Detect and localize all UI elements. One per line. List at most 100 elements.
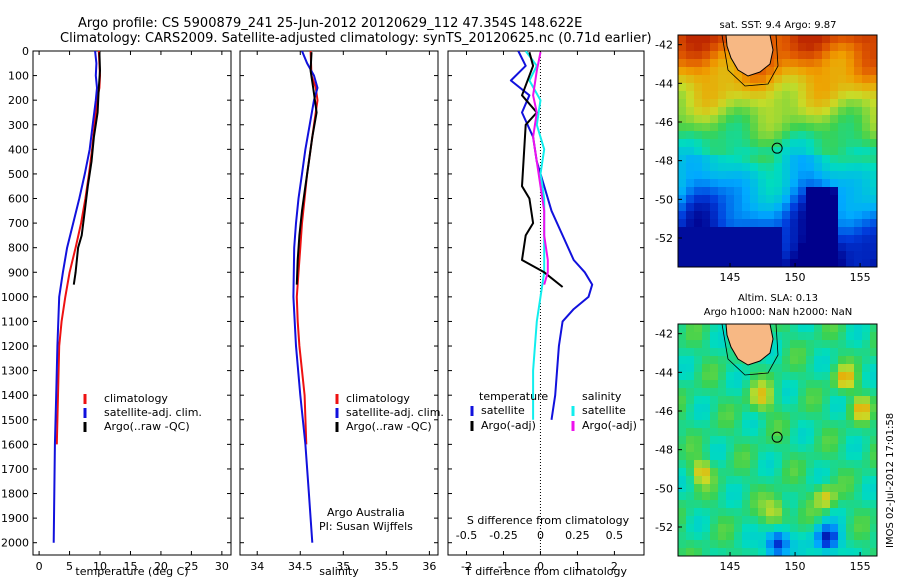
sst-map-cell [750, 163, 759, 172]
sst-map-cell [718, 99, 727, 108]
difference-panel [447, 50, 645, 556]
sla-map-cell [814, 324, 823, 333]
sst-map-cell [758, 83, 767, 92]
sst-map-cell [862, 171, 871, 180]
sst-map-cell [678, 91, 687, 100]
sst-map-cell [726, 251, 735, 260]
sla-map-cell [830, 476, 839, 485]
sla-map-cell [862, 396, 871, 405]
sla-map-cell [806, 484, 815, 493]
sla-map-cell [862, 348, 871, 357]
sst-map-cell [814, 227, 823, 236]
sst-map-cell [726, 91, 735, 100]
sla-map-cell [694, 396, 703, 405]
sst-map-cell [822, 123, 831, 132]
sla-map-cell [710, 452, 719, 461]
sst-map-cell [734, 203, 743, 212]
sst-map-cell [862, 155, 871, 164]
sla-map-cell [710, 484, 719, 493]
sst-map-cell [830, 91, 839, 100]
sla-map-cell [694, 380, 703, 389]
sla-map-cell [798, 476, 807, 485]
sst-map-cell [742, 259, 751, 267]
sst-map-cell [678, 227, 687, 236]
sla-map-cell [758, 532, 767, 541]
sla-map-cell [822, 460, 831, 469]
sst-map-cell [686, 107, 695, 116]
sst-map-cell [798, 91, 807, 100]
sla-map-cell [846, 404, 855, 413]
sst-map-cell [734, 243, 743, 252]
sla-map-cell [678, 460, 687, 469]
sla-map-cell [870, 548, 877, 556]
difference-legend: temperature salinity satellite Argo(-adj… [470, 390, 637, 432]
sla-map-cell [678, 372, 687, 381]
temperature-ytick-label: 1600 [1, 438, 29, 451]
sla-map-cell [734, 500, 743, 509]
sla-map-cell [862, 380, 871, 389]
sst-map-cell [822, 227, 831, 236]
sla-map-cell [830, 540, 839, 549]
sst-map-cell [854, 187, 863, 196]
sst-map-cell [774, 243, 783, 252]
sla-map-cell [686, 332, 695, 341]
sst-map-cell [766, 115, 775, 124]
sla-map-cell [750, 372, 759, 381]
sla-map-cell [814, 428, 823, 437]
sla-map-cell [710, 404, 719, 413]
sst-map-cell [686, 211, 695, 220]
sla-map-cell [838, 436, 847, 445]
sst-map-cell [678, 187, 687, 196]
sla-map-cell [734, 516, 743, 525]
sla-map-xtick-label: 155 [850, 560, 871, 573]
sla-map-cell [726, 476, 735, 485]
sla-map-cell [702, 332, 711, 341]
sla-map-cell [766, 524, 775, 533]
sst-map-cell [854, 51, 863, 60]
sst-map-cell [742, 195, 751, 204]
sst-map-cell [798, 235, 807, 244]
sla-map-cell [718, 524, 727, 533]
sst-map-cell [814, 195, 823, 204]
sla-map-cell [774, 508, 783, 517]
sla-map-cell [790, 444, 799, 453]
sst-map-cell [734, 195, 743, 204]
sla-map-cell [750, 444, 759, 453]
sla-map-title: Altim. SLA: 0.13 [738, 293, 818, 304]
sst-map-cell [734, 235, 743, 244]
sla-map-cell [734, 532, 743, 541]
sla-map-cell [686, 484, 695, 493]
sla-map-cell [862, 500, 871, 509]
sst-map-cell [814, 211, 823, 220]
sla-map-cell [742, 548, 751, 556]
sla-map-cell [742, 452, 751, 461]
sst-map-cell [758, 115, 767, 124]
sst-map-cell [790, 75, 799, 84]
sla-map-cell [710, 436, 719, 445]
sla-map-cell [806, 324, 815, 333]
sst-map-cell [718, 123, 727, 132]
sla-map-cell [742, 484, 751, 493]
sst-map-cell [774, 123, 783, 132]
sla-map-cell [798, 436, 807, 445]
sst-map-cell [830, 155, 839, 164]
sla-map-cell [814, 508, 823, 517]
sst-map-cell [798, 179, 807, 188]
sst-map-cell [710, 227, 719, 236]
sst-map-cell [718, 115, 727, 124]
sla-map-cell [718, 324, 727, 333]
sla-map-cell [870, 468, 877, 477]
sla-map-cell [694, 324, 703, 333]
sla-map-cell [734, 476, 743, 485]
sla-map-cell [710, 548, 719, 556]
sst-map-cell [838, 155, 847, 164]
sla-map-cell [742, 508, 751, 517]
sst-map-cell [790, 251, 799, 260]
sla-map-cell [822, 492, 831, 501]
sst-map-cell [870, 75, 877, 84]
sst-map-cell [846, 51, 855, 60]
sst-map-cell [726, 75, 735, 84]
sla-map-cell [718, 436, 727, 445]
sla-map-cell [702, 532, 711, 541]
sla-map-cell [710, 348, 719, 357]
